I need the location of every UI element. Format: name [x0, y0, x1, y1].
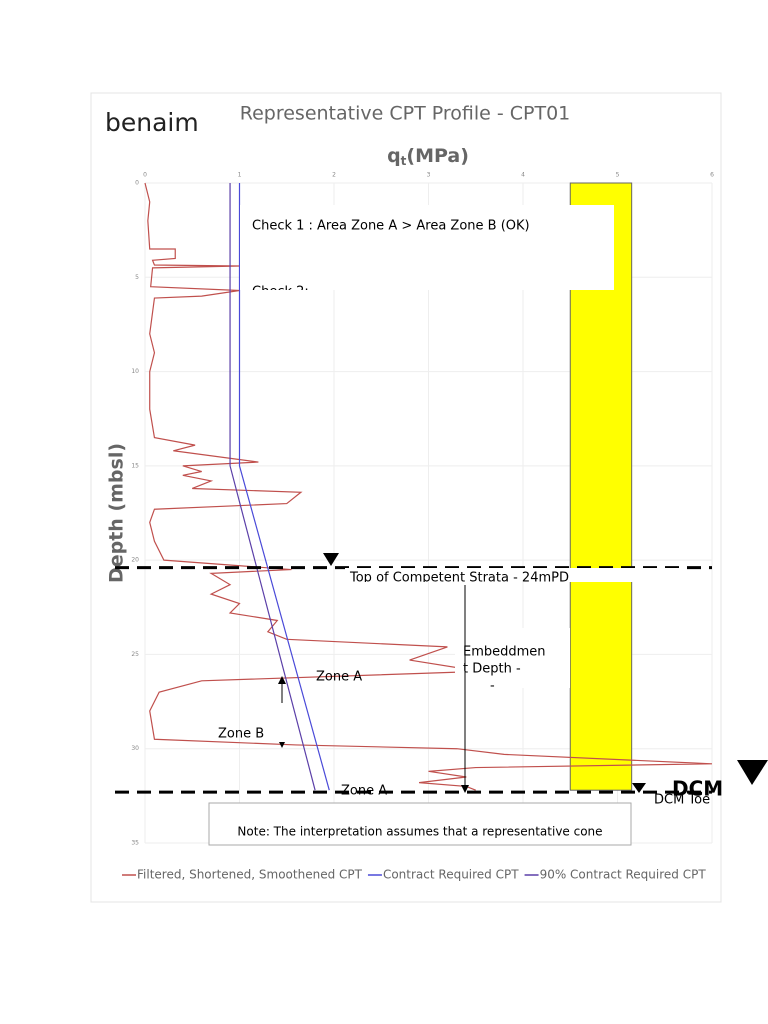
y-tick-label: 15 — [131, 462, 139, 469]
chart-title: Representative CPT Profile - CPT01 — [240, 103, 571, 125]
y-tick-label: 5 — [135, 274, 139, 281]
strata-box — [345, 568, 683, 582]
level-marker — [737, 760, 768, 785]
series-line — [238, 183, 330, 791]
annotation: Top of Competent Strata - 24mPD — [349, 571, 569, 586]
logo: benaim — [105, 108, 199, 137]
y-tick-label: 35 — [131, 840, 139, 847]
y-tick-label: 30 — [131, 745, 139, 752]
series-line — [144, 182, 713, 791]
annotation: Note: The interpretation assumes that a … — [237, 825, 602, 839]
x-tick-label: 0 — [143, 172, 147, 179]
arrowhead — [461, 785, 469, 793]
y-tick-label: 25 — [131, 651, 139, 658]
annotation: - — [490, 679, 495, 694]
series-line — [229, 183, 316, 791]
level-marker — [632, 783, 646, 793]
annotation: t Depth - — [463, 662, 521, 677]
x-tick-label: 5 — [616, 172, 620, 179]
annotation: Zone B — [218, 727, 264, 742]
y-label: Depth (mbsl) — [106, 443, 128, 583]
y-tick-label: 20 — [131, 557, 139, 564]
x-label: qt(MPa) — [387, 145, 469, 168]
x-tick-label: 6 — [710, 172, 714, 179]
x-tick-label: 3 — [427, 172, 431, 179]
x-tick-label: 4 — [521, 172, 525, 179]
annotation: DCM Toe — [654, 793, 710, 808]
level-marker — [323, 553, 339, 566]
legend-label: 90% Contract Required CPT — [540, 868, 707, 882]
legend-label: Contract Required CPT — [383, 868, 519, 882]
note-box — [208, 802, 632, 846]
arrowhead — [279, 742, 285, 748]
annotation: Check 1 : Area Zone A > Area Zone B (OK) — [252, 219, 530, 234]
arrowhead — [278, 676, 286, 684]
x-tick-label: 2 — [332, 172, 336, 179]
check-box — [240, 205, 614, 290]
annotation: Zone A — [316, 670, 362, 685]
y-tick-label: 0 — [135, 180, 139, 187]
annotation: Check 2: — [252, 285, 309, 300]
annotation: DCM — [672, 777, 723, 801]
embedment-box — [455, 628, 570, 688]
y-tick-label: 10 — [131, 368, 139, 375]
annotation: Embeddmen — [463, 645, 546, 660]
x-tick-label: 1 — [238, 172, 242, 179]
legend-label: Filtered, Shortened, Smoothened CPT — [137, 868, 363, 882]
annotation: Zone A — [341, 784, 387, 799]
